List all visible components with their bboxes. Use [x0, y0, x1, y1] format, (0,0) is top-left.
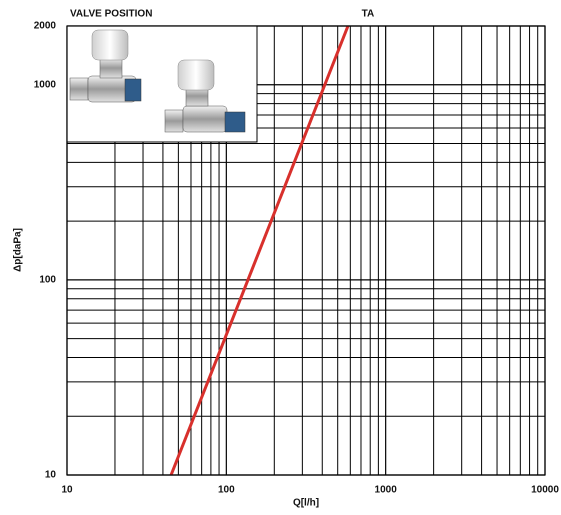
- y-tick-label: 10: [45, 470, 57, 481]
- valve-icon: [164, 59, 246, 133]
- x-tick-label: 1000: [375, 485, 398, 496]
- series-label: TA: [362, 9, 375, 20]
- y-axis-label: Δp[daPa]: [13, 228, 24, 272]
- x-tick-label: 10000: [531, 485, 559, 496]
- chart-title: VALVE POSITION: [70, 9, 152, 20]
- valve-icon: [69, 29, 142, 103]
- y-tick-label: 2000: [34, 21, 57, 32]
- y-tick-label: 100: [39, 275, 56, 286]
- x-tick-label: 100: [218, 485, 235, 496]
- x-axis-label: Q[l/h]: [293, 498, 319, 509]
- plot-frame: [66, 25, 546, 476]
- valve-picture: [66, 25, 258, 143]
- data-line: [169, 26, 350, 475]
- x-tick-label: 10: [61, 485, 73, 496]
- plot: [169, 26, 350, 475]
- y-tick-label: 1000: [34, 79, 57, 90]
